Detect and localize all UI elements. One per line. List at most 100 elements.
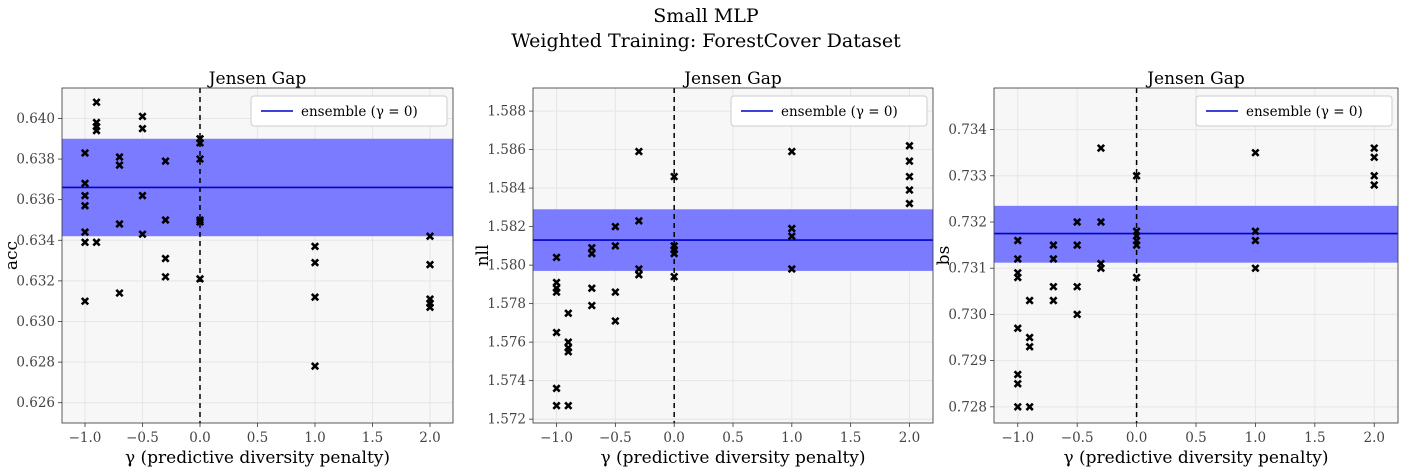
data-point	[1073, 282, 1082, 291]
data-point	[1132, 240, 1141, 250]
data-point	[80, 238, 90, 247]
ytick-label: 0.733	[948, 168, 987, 184]
data-point	[80, 179, 90, 188]
data-point	[1013, 254, 1022, 264]
data-point	[787, 224, 796, 233]
data-point	[1025, 402, 1034, 411]
data-point	[564, 309, 573, 318]
xtick-label: −0.5	[126, 430, 159, 446]
ytick-label: 1.582	[487, 219, 526, 235]
data-point	[905, 172, 914, 181]
data-point	[80, 148, 90, 158]
data-point	[564, 347, 573, 356]
legend-label: ensemble (γ = 0)	[1246, 104, 1363, 120]
xtick-label: 0.0	[663, 430, 684, 446]
legend-box	[1195, 95, 1393, 127]
suptitle-line-1: Small MLP	[653, 5, 759, 27]
data-point	[1013, 379, 1022, 388]
ytick-label: 0.730	[948, 307, 987, 323]
panel-3: −1.0 −0.5 0.0 0.5 1.0 1.5 2.0 0.728 0.729 0.730 0.…	[934, 69, 1399, 468]
data-point	[138, 124, 147, 133]
data-point	[310, 242, 320, 251]
data-point	[634, 216, 644, 225]
data-point	[1370, 171, 1379, 180]
data-point	[92, 98, 101, 107]
data-point	[564, 401, 573, 410]
ytick-label: 1.584	[487, 181, 526, 197]
x-axis-label: γ (predictive diversity penalty)	[600, 448, 865, 468]
data-point	[92, 126, 101, 135]
xtick-label: 1.0	[304, 430, 325, 446]
subplots: −1.0 −0.5 0.0 0.5 1.0 1.5 2.0 0.626 0.628 0.630 0.…	[2, 69, 1399, 468]
data-point	[195, 138, 205, 147]
ytick-label: 0.634	[16, 233, 55, 249]
data-point	[1370, 143, 1379, 153]
data-point	[115, 161, 124, 170]
data-point	[1073, 217, 1082, 227]
data-point	[634, 147, 644, 156]
ytick-label: 0.640	[16, 111, 55, 127]
data-point	[552, 253, 561, 262]
data-point	[587, 301, 596, 310]
data-point	[905, 157, 914, 166]
data-point	[1073, 240, 1082, 250]
xtick-label: −1.0	[540, 430, 573, 446]
data-point	[195, 274, 205, 283]
xtick-label: 0.5	[1185, 430, 1206, 446]
data-point	[161, 215, 170, 225]
xtick-label: 1.5	[362, 430, 383, 446]
panel-2: −1.0 −0.5 0.0 0.5 1.0 1.5 2.0 1.572 1.574 1.576 1.…	[473, 69, 934, 468]
data-point	[425, 260, 435, 269]
data-point	[611, 241, 620, 250]
data-point	[1370, 180, 1379, 190]
data-point	[670, 249, 679, 258]
data-point	[905, 199, 914, 208]
data-point	[425, 232, 435, 241]
legend-box	[250, 95, 448, 127]
y-axis-label: nll	[473, 245, 493, 267]
xtick-label: 1.5	[1304, 430, 1325, 446]
data-point	[1251, 227, 1260, 236]
data-point	[1251, 264, 1260, 273]
data-point	[1049, 240, 1058, 250]
data-point	[1013, 236, 1022, 245]
ytick-label: 0.734	[948, 122, 987, 138]
data-point	[611, 287, 620, 297]
data-point	[552, 287, 561, 297]
data-point	[138, 230, 147, 239]
data-point	[905, 141, 914, 150]
xtick-label: −1.0	[69, 430, 102, 446]
data-point	[670, 172, 679, 181]
ytick-label: 0.632	[16, 273, 55, 289]
data-point	[552, 401, 561, 410]
data-point	[634, 270, 644, 279]
x-axis-label: γ (predictive diversity penalty)	[1063, 448, 1328, 468]
xtick-label: −0.5	[599, 430, 632, 446]
data-point	[80, 228, 90, 237]
data-point	[115, 152, 124, 162]
data-point	[195, 154, 205, 164]
ytick-label: 0.728	[948, 399, 987, 415]
data-point	[1025, 342, 1034, 351]
data-point	[195, 215, 205, 225]
ytick-label: 1.574	[487, 373, 526, 389]
xtick-label: 0.0	[189, 430, 210, 446]
xtick-label: 1.5	[840, 430, 861, 446]
data-point	[80, 191, 90, 200]
xtick-label: 1.0	[781, 430, 802, 446]
data-point	[161, 156, 170, 166]
ytick-label: 0.729	[948, 353, 987, 369]
data-point	[138, 191, 147, 200]
data-point	[1049, 254, 1058, 264]
data-point	[1251, 236, 1260, 245]
legend-label: ensemble (γ = 0)	[301, 104, 418, 120]
data-point	[1025, 333, 1034, 342]
xtick-label: −1.0	[1001, 430, 1034, 446]
xtick-label: 2.0	[899, 430, 920, 446]
data-point	[1013, 370, 1022, 379]
data-point	[905, 185, 914, 195]
legend-label: ensemble (γ = 0)	[781, 104, 898, 120]
data-point	[587, 284, 596, 293]
data-point	[92, 238, 101, 247]
